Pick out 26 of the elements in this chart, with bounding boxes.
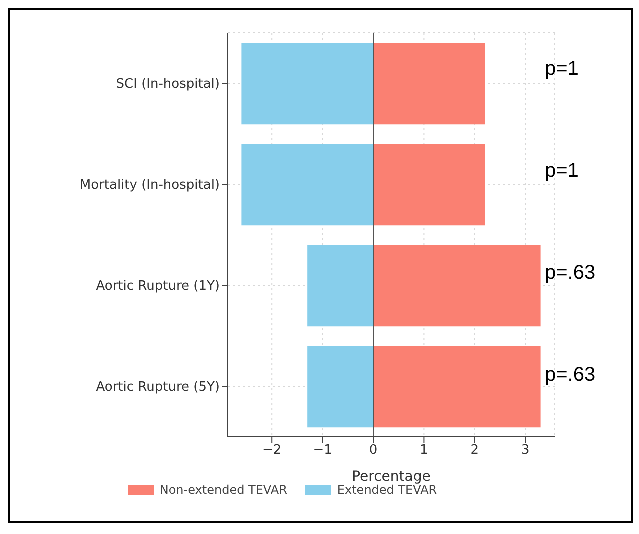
x-axis-title: Percentage — [352, 469, 431, 485]
annotation: p=.63 — [545, 262, 596, 285]
bar — [242, 43, 374, 125]
bar — [242, 144, 374, 226]
figure-frame: Non-extended TEVAR Extended TEVAR −2 −1 0 1 2 3 Percentage SCI (In-hospital) Mortality (In-hospital) Aortic Rupture (1Y) Aortic Rupture (5Y) p=1 p=1 p=.63 p=.63 — [8, 8, 633, 523]
x-tick-label: −2 — [262, 443, 282, 458]
y-tick-label: Aortic Rupture (1Y) — [96, 279, 220, 294]
bar — [374, 245, 541, 327]
bar — [308, 346, 374, 428]
annotation: p=1 — [545, 160, 579, 183]
x-tick-label: 1 — [420, 443, 428, 458]
legend-label: Extended TEVAR — [336, 483, 438, 497]
x-tick-label: 0 — [369, 443, 378, 458]
bar — [374, 144, 486, 226]
bar — [308, 245, 374, 327]
y-tick-label: Mortality (In-hospital) — [80, 178, 220, 194]
x-tick-label: −1 — [313, 443, 332, 458]
x-tick-label: 2 — [470, 443, 480, 458]
y-tick-label: Aortic Rupture (5Y) — [96, 380, 220, 396]
annotation: p=.63 — [545, 364, 596, 387]
legend-label: Non-extended TEVAR — [158, 483, 288, 497]
bar — [374, 43, 486, 125]
y-tick-label: SCI (In-hospital) — [116, 77, 220, 92]
x-tick-label: 3 — [521, 443, 530, 458]
bar — [374, 346, 541, 428]
annotation: p=1 — [545, 58, 579, 81]
